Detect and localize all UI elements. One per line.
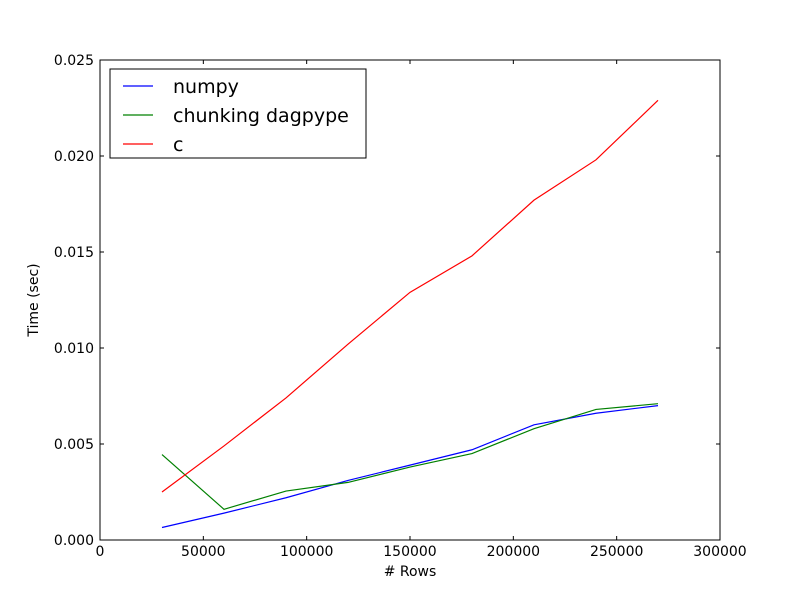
x-tick-label: 100000 bbox=[280, 544, 333, 560]
data-point bbox=[533, 428, 534, 429]
data-point bbox=[285, 397, 286, 398]
x-tick-label: 150000 bbox=[383, 544, 436, 560]
data-point bbox=[347, 482, 348, 483]
x-tick-label: 300000 bbox=[693, 544, 746, 560]
y-tick-label: 0.025 bbox=[54, 53, 94, 69]
data-point bbox=[471, 453, 472, 454]
data-point bbox=[223, 445, 224, 446]
y-tick-label: 0.010 bbox=[54, 341, 94, 357]
data-point bbox=[595, 409, 596, 410]
data-point bbox=[657, 403, 658, 404]
series-layer bbox=[161, 99, 659, 529]
data-point bbox=[409, 465, 410, 466]
legend-label: chunking dagpype bbox=[173, 105, 349, 127]
data-point bbox=[595, 413, 596, 414]
data-point bbox=[657, 100, 658, 101]
data-point bbox=[657, 405, 658, 406]
data-point bbox=[409, 292, 410, 293]
data-point bbox=[285, 497, 286, 498]
x-tick-label: 0 bbox=[96, 544, 105, 560]
data-point bbox=[161, 491, 162, 492]
series-line-1 bbox=[161, 403, 659, 510]
y-tick-label: 0.015 bbox=[54, 245, 94, 261]
data-point bbox=[347, 480, 348, 481]
data-point bbox=[533, 424, 534, 425]
series-line-0 bbox=[161, 405, 659, 529]
ticks-layer: 0 50000 100000 150000 200000 250000 300000 0.00… bbox=[54, 53, 747, 560]
data-point bbox=[347, 344, 348, 345]
y-axis-label: Time (sec) bbox=[26, 263, 42, 337]
data-point bbox=[471, 449, 472, 450]
data-point bbox=[409, 466, 410, 467]
legend-label: c bbox=[173, 134, 183, 156]
data-point bbox=[161, 454, 162, 455]
y-tick-label: 0.005 bbox=[54, 437, 94, 453]
y-tick-label: 0.000 bbox=[54, 533, 94, 549]
data-point bbox=[161, 527, 162, 528]
y-tick-label: 0.020 bbox=[54, 149, 94, 165]
x-axis-label: # Rows bbox=[384, 564, 437, 580]
x-tick-label: 250000 bbox=[590, 544, 643, 560]
data-point bbox=[533, 200, 534, 201]
data-point bbox=[285, 490, 286, 491]
legend-label: numpy bbox=[173, 76, 239, 98]
data-point bbox=[595, 159, 596, 160]
legend: numpy chunking dagpype c bbox=[109, 68, 367, 159]
x-tick-label: 50000 bbox=[181, 544, 226, 560]
series-line-2 bbox=[161, 99, 659, 493]
data-point bbox=[223, 513, 224, 514]
data-point bbox=[471, 255, 472, 256]
x-tick-label: 200000 bbox=[487, 544, 540, 560]
data-point bbox=[223, 509, 224, 510]
legend-box bbox=[109, 68, 367, 159]
